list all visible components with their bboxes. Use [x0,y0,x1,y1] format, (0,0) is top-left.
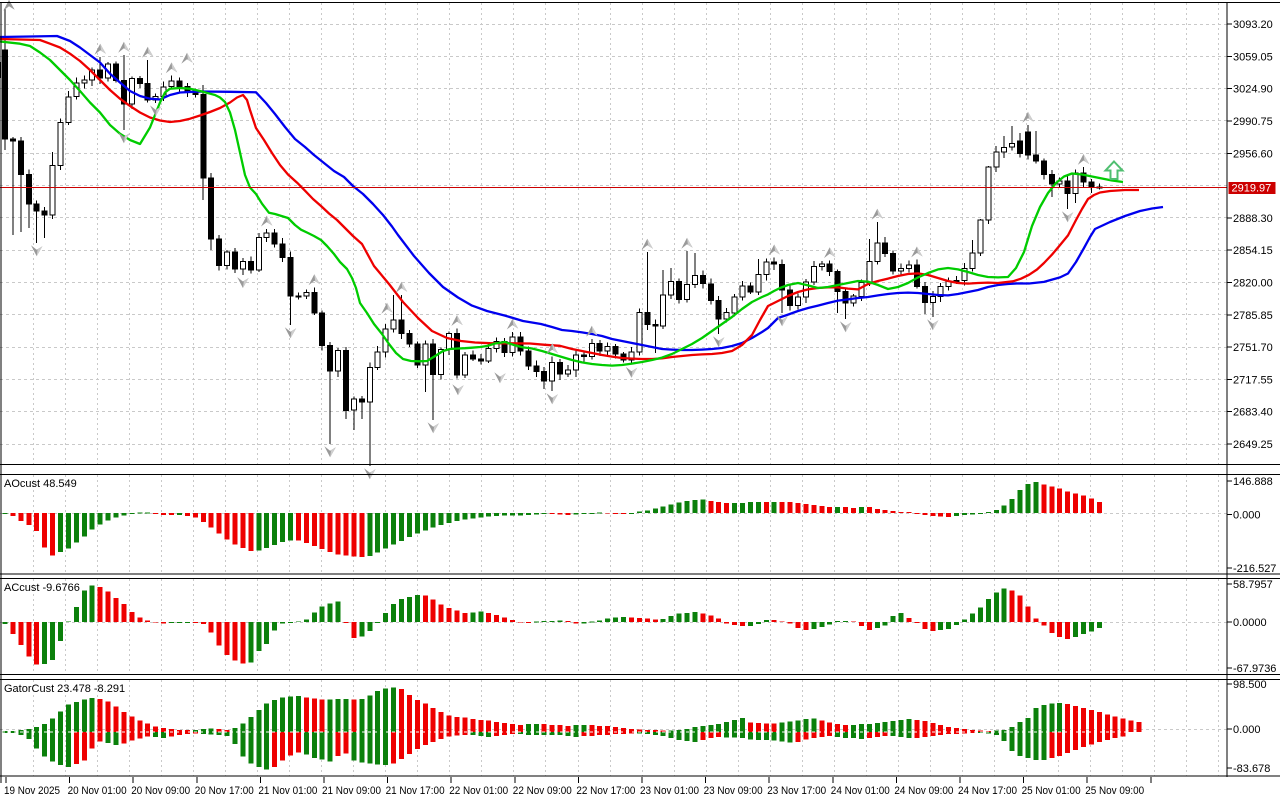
svg-text:20 Nov 09:00: 20 Nov 09:00 [131,785,190,797]
svg-text:-67.9736: -67.9736 [1233,663,1276,675]
svg-text:3059.05: 3059.05 [1233,51,1273,63]
svg-text:19 Nov 2025: 19 Nov 2025 [4,785,60,797]
svg-text:23 Nov 17:00: 23 Nov 17:00 [767,785,826,797]
svg-text:21 Nov 17:00: 21 Nov 17:00 [386,785,445,797]
svg-text:24 Nov 17:00: 24 Nov 17:00 [958,785,1017,797]
svg-text:AOcust 48.549: AOcust 48.549 [4,478,77,490]
svg-text:22 Nov 01:00: 22 Nov 01:00 [449,785,508,797]
svg-text:2956.60: 2956.60 [1233,148,1273,160]
svg-text:3024.90: 3024.90 [1233,84,1273,96]
svg-text:2854.15: 2854.15 [1233,245,1273,257]
svg-text:GatorCust 23.478 -8.291: GatorCust 23.478 -8.291 [4,683,125,695]
svg-text:23 Nov 09:00: 23 Nov 09:00 [704,785,763,797]
svg-text:146.888: 146.888 [1233,476,1273,488]
svg-text:20 Nov 01:00: 20 Nov 01:00 [68,785,127,797]
svg-text:-216.527: -216.527 [1233,563,1276,575]
svg-text:2990.75: 2990.75 [1233,116,1273,128]
svg-text:22 Nov 17:00: 22 Nov 17:00 [576,785,635,797]
svg-text:21 Nov 09:00: 21 Nov 09:00 [322,785,381,797]
svg-text:2888.30: 2888.30 [1233,213,1273,225]
svg-text:-83.678: -83.678 [1233,763,1270,775]
svg-text:0.0000: 0.0000 [1233,617,1267,629]
svg-text:0.000: 0.000 [1233,510,1261,522]
svg-text:98.500: 98.500 [1233,679,1267,691]
svg-text:2717.55: 2717.55 [1233,374,1273,386]
svg-text:ACcust -9.6766: ACcust -9.6766 [4,582,80,594]
svg-text:2820.00: 2820.00 [1233,278,1273,290]
svg-text:2683.40: 2683.40 [1233,407,1273,419]
svg-text:24 Nov 01:00: 24 Nov 01:00 [831,785,890,797]
svg-text:25 Nov 09:00: 25 Nov 09:00 [1085,785,1144,797]
svg-text:24 Nov 09:00: 24 Nov 09:00 [894,785,953,797]
svg-text:2649.25: 2649.25 [1233,439,1273,451]
svg-text:3093.20: 3093.20 [1233,19,1273,31]
svg-text:25 Nov 01:00: 25 Nov 01:00 [1022,785,1081,797]
svg-text:22 Nov 09:00: 22 Nov 09:00 [513,785,572,797]
svg-text:20 Nov 17:00: 20 Nov 17:00 [195,785,254,797]
svg-text:2785.85: 2785.85 [1233,310,1273,322]
svg-text:23 Nov 01:00: 23 Nov 01:00 [640,785,699,797]
svg-text:2751.70: 2751.70 [1233,342,1273,354]
svg-text:58.7957: 58.7957 [1233,579,1273,591]
svg-text:0.000: 0.000 [1233,724,1261,736]
svg-text:21 Nov 01:00: 21 Nov 01:00 [258,785,317,797]
svg-text:2919.97: 2919.97 [1232,183,1272,195]
